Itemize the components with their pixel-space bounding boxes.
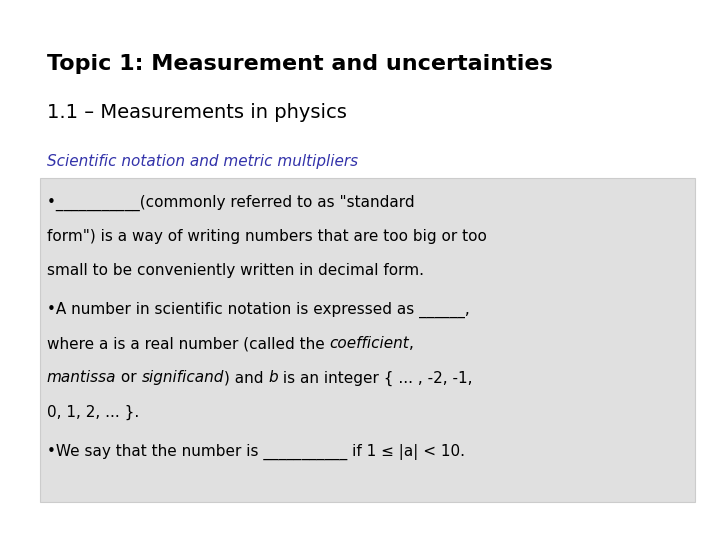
Text: form") is a way of writing numbers that are too big or too: form") is a way of writing numbers that … [47,229,487,244]
Text: Scientific notation and metric multipliers: Scientific notation and metric multiplie… [47,154,358,169]
Text: •A number in scientific notation is expressed as ______,: •A number in scientific notation is expr… [47,302,469,318]
Text: mantissa: mantissa [47,370,117,386]
Text: 0, 1, 2, ... }.: 0, 1, 2, ... }. [47,404,139,420]
Text: or: or [117,370,142,386]
FancyBboxPatch shape [40,178,695,502]
Text: small to be conveniently written in decimal form.: small to be conveniently written in deci… [47,263,424,278]
Text: •We say that the number is ___________ if 1 ≤ |a| < 10.: •We say that the number is ___________ i… [47,443,465,460]
Text: Topic 1: Measurement and uncertainties: Topic 1: Measurement and uncertainties [47,54,552,74]
Text: ,: , [409,336,414,351]
Text: ) and: ) and [224,370,269,386]
Text: is an integer { ... , -2, -1,: is an integer { ... , -2, -1, [278,370,472,386]
Text: •___________(commonly referred to as "standard: •___________(commonly referred to as "st… [47,195,415,211]
Text: significand: significand [142,370,224,386]
Text: 1.1 – Measurements in physics: 1.1 – Measurements in physics [47,103,346,122]
Text: b: b [269,370,278,386]
Text: coefficient: coefficient [330,336,409,351]
Text: where a is a real number (called the: where a is a real number (called the [47,336,330,351]
